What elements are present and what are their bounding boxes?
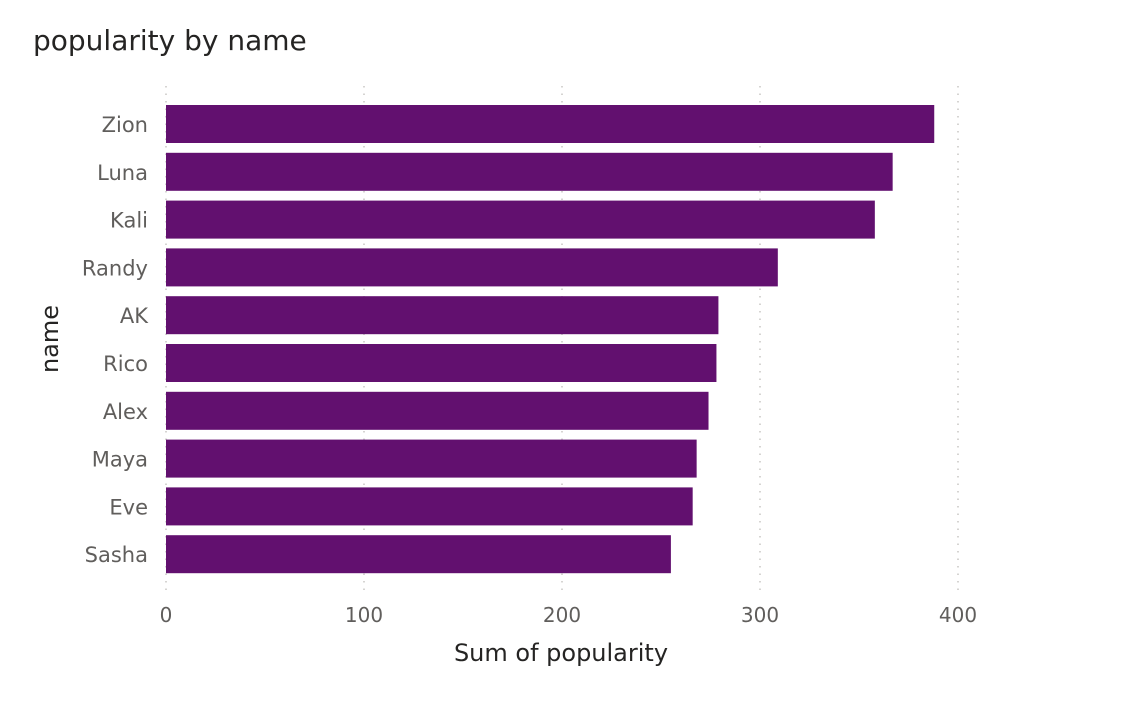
category-label: Luna — [97, 161, 148, 185]
x-axis-title: Sum of popularity — [454, 639, 668, 667]
bar-luna[interactable] — [166, 152, 893, 191]
bar-maya[interactable] — [166, 439, 697, 478]
category-label: Eve — [109, 495, 148, 519]
x-tick-label: 100 — [345, 603, 383, 627]
chart-title: popularity by name — [33, 24, 307, 57]
category-labels: Zion Luna Kali Randy AK Rico Alex Maya Eve Sasha — [82, 113, 149, 567]
category-label: Randy — [82, 256, 148, 280]
x-tick-label: 0 — [160, 603, 173, 627]
category-label: AK — [120, 304, 149, 328]
category-label: Maya — [92, 448, 148, 472]
x-tick-label: 200 — [543, 603, 581, 627]
x-tick-label: 300 — [741, 603, 779, 627]
bar-randy[interactable] — [166, 248, 778, 287]
x-tick-label: 400 — [939, 603, 977, 627]
category-label: Zion — [102, 113, 148, 137]
x-tick-labels: 0 100 200 300 400 — [160, 603, 977, 627]
bar-zion[interactable] — [166, 105, 935, 143]
category-label: Alex — [103, 400, 148, 424]
category-label: Rico — [103, 352, 148, 376]
category-label: Kali — [110, 209, 148, 233]
y-axis-title: name — [36, 305, 64, 373]
bar-ak[interactable] — [166, 296, 719, 335]
bar-kali[interactable] — [166, 200, 875, 239]
category-label: Sasha — [85, 543, 148, 567]
bar-rico[interactable] — [166, 344, 717, 382]
bar-sasha[interactable] — [166, 535, 671, 574]
bars — [166, 105, 935, 574]
bar-eve[interactable] — [166, 487, 693, 526]
bar-alex[interactable] — [166, 391, 709, 430]
